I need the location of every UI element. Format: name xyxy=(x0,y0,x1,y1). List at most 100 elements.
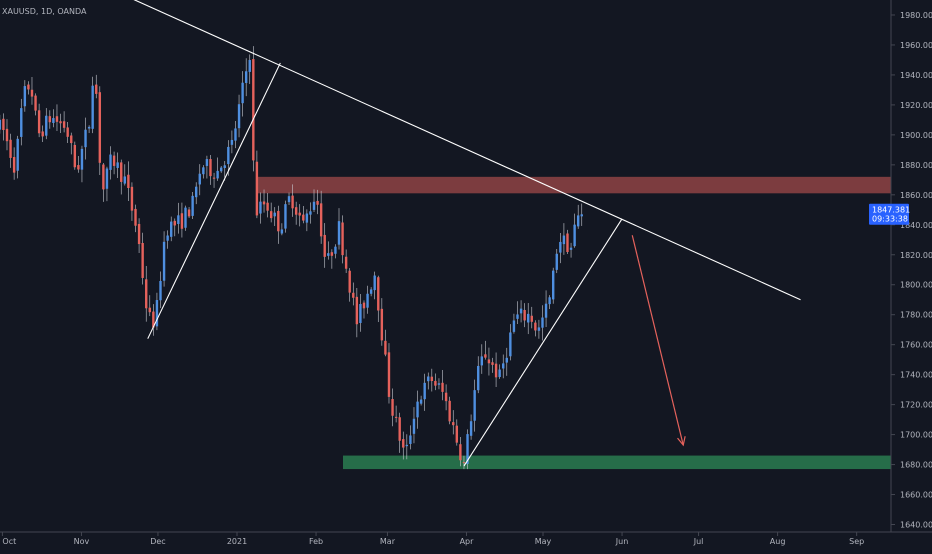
candle[interactable] xyxy=(312,189,316,213)
candle[interactable] xyxy=(309,202,312,224)
candle[interactable] xyxy=(384,329,387,357)
candle[interactable] xyxy=(30,77,34,105)
candle[interactable] xyxy=(205,155,209,179)
candle[interactable] xyxy=(0,114,2,134)
candle[interactable] xyxy=(112,151,116,175)
candle[interactable] xyxy=(266,192,269,218)
candle[interactable] xyxy=(373,271,376,300)
candle[interactable] xyxy=(237,94,241,138)
candle[interactable] xyxy=(437,378,441,390)
candle[interactable] xyxy=(448,396,451,425)
candle[interactable] xyxy=(427,372,430,390)
candle[interactable] xyxy=(369,287,373,297)
candle[interactable] xyxy=(34,93,37,116)
candle[interactable] xyxy=(430,368,434,392)
candle[interactable] xyxy=(91,76,94,134)
candle[interactable] xyxy=(234,120,237,149)
candle[interactable] xyxy=(287,192,291,206)
candle[interactable] xyxy=(409,425,412,450)
rising-trendline-2[interactable] xyxy=(463,218,623,467)
candle[interactable] xyxy=(494,352,498,388)
candle[interactable] xyxy=(159,271,162,309)
candle[interactable] xyxy=(248,54,251,84)
candle[interactable] xyxy=(45,108,48,140)
candle[interactable] xyxy=(530,306,533,329)
descending-trendline[interactable] xyxy=(125,0,801,301)
candle[interactable] xyxy=(548,295,551,310)
candle[interactable] xyxy=(202,165,205,179)
candle[interactable] xyxy=(491,357,494,373)
candle[interactable] xyxy=(255,150,259,219)
candle[interactable] xyxy=(2,113,5,141)
resistance-zone[interactable] xyxy=(258,176,891,194)
candle[interactable] xyxy=(116,152,119,179)
candle[interactable] xyxy=(323,223,326,268)
candle[interactable] xyxy=(59,113,62,134)
candle[interactable] xyxy=(187,206,191,218)
candle[interactable] xyxy=(337,208,341,250)
candle[interactable] xyxy=(330,249,334,269)
candle[interactable] xyxy=(398,412,401,453)
candle[interactable] xyxy=(73,141,77,170)
candle[interactable] xyxy=(405,434,409,460)
candle[interactable] xyxy=(195,182,198,205)
candle[interactable] xyxy=(105,166,109,202)
candle[interactable] xyxy=(9,133,12,168)
candle[interactable] xyxy=(480,344,483,374)
candle[interactable] xyxy=(355,288,359,338)
candle[interactable] xyxy=(341,215,344,264)
candle[interactable] xyxy=(198,164,201,196)
candle[interactable] xyxy=(344,249,348,273)
candle[interactable] xyxy=(555,249,558,274)
candle[interactable] xyxy=(184,205,187,231)
candle[interactable] xyxy=(512,313,516,334)
candle[interactable] xyxy=(137,218,141,253)
candle[interactable] xyxy=(519,300,523,323)
candle[interactable] xyxy=(162,231,166,287)
candle[interactable] xyxy=(148,295,151,317)
candle[interactable] xyxy=(352,282,355,306)
candle[interactable] xyxy=(516,301,519,325)
projection-arrow-shaft[interactable] xyxy=(631,235,684,446)
candle[interactable] xyxy=(391,388,394,427)
candle[interactable] xyxy=(20,98,23,146)
y-axis[interactable]: 1640.000 1660.000 1680.000 1700.000 1720.000… xyxy=(891,11,932,530)
candle[interactable] xyxy=(284,200,287,233)
candle[interactable] xyxy=(509,324,512,361)
candle[interactable] xyxy=(459,437,462,467)
candle[interactable] xyxy=(412,407,416,444)
candle[interactable] xyxy=(316,189,319,215)
candle[interactable] xyxy=(291,184,294,217)
candle[interactable] xyxy=(469,414,473,440)
candle[interactable] xyxy=(141,232,144,285)
candle[interactable] xyxy=(12,147,16,180)
support-zone[interactable] xyxy=(343,455,891,470)
candle[interactable] xyxy=(452,410,455,435)
candle[interactable] xyxy=(566,229,569,254)
x-axis[interactable]: Oct Nov Dec 2021 Feb Mar Apr May Jun Jul Aug Sep xyxy=(1,532,864,546)
candle[interactable] xyxy=(70,132,73,155)
candle[interactable] xyxy=(95,74,98,99)
candle[interactable] xyxy=(580,203,583,226)
candle[interactable] xyxy=(319,190,323,244)
candle[interactable] xyxy=(305,209,309,232)
candle[interactable] xyxy=(5,119,9,151)
candle[interactable] xyxy=(576,204,580,229)
candle[interactable] xyxy=(52,109,55,128)
candle[interactable] xyxy=(269,202,273,223)
candle[interactable] xyxy=(41,125,44,143)
candle[interactable] xyxy=(302,205,305,224)
candle[interactable] xyxy=(155,292,159,331)
candle[interactable] xyxy=(559,232,562,264)
candle[interactable] xyxy=(191,192,194,219)
candle[interactable] xyxy=(166,230,169,249)
candle[interactable] xyxy=(527,303,530,335)
candle[interactable] xyxy=(145,266,148,322)
candle[interactable] xyxy=(569,242,573,258)
rising-trendline-1[interactable] xyxy=(147,62,281,339)
candle[interactable] xyxy=(562,223,566,255)
candle[interactable] xyxy=(416,390,419,429)
candle[interactable] xyxy=(544,290,548,327)
candle[interactable] xyxy=(219,166,223,173)
candle[interactable] xyxy=(280,223,284,236)
